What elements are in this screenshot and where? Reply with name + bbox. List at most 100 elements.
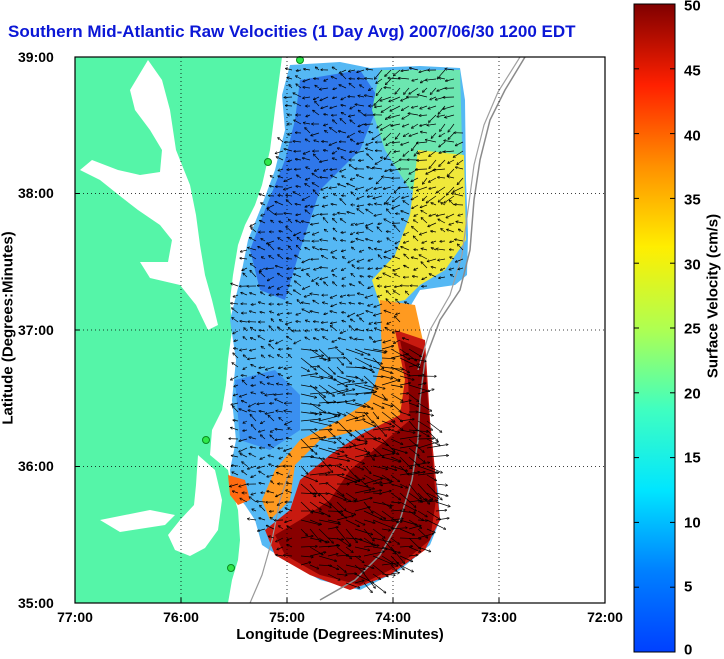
velocity-arrow [435,492,448,496]
velocity-arrow [300,546,317,547]
velocity-arrow [454,150,464,157]
velocity-arrow [354,454,368,458]
velocity-arrow [394,151,401,152]
velocity-arrow [325,230,329,233]
velocity-arrow [363,528,374,541]
velocity-arrow [300,411,317,414]
velocity-arrow [372,582,386,593]
velocity-arrow [303,158,311,161]
velocity-arrow [262,257,266,260]
velocity-arrow [345,416,364,422]
velocity-arrow [276,492,284,497]
velocity-arrow [279,367,284,368]
velocity-arrow [385,69,392,76]
velocity-arrow [414,250,419,251]
velocity-arrow [284,213,293,214]
y-tick-label: 39:00 [18,49,54,65]
velocity-arrow [327,389,348,395]
velocity-arrow [233,330,239,334]
velocity-arrow [409,132,419,136]
velocity-arrow [313,110,320,116]
velocity-arrow [357,195,365,199]
velocity-arrow [323,302,329,304]
velocity-arrow [351,178,356,180]
velocity-arrow [390,492,400,500]
velocity-arrow [381,380,400,386]
velocity-arrow [437,114,446,117]
velocity-arrow [309,501,321,510]
velocity-arrow [351,231,356,235]
velocity-arrow [270,403,275,404]
velocity-arrow [289,219,293,224]
velocity-arrow [288,237,293,242]
colorbar-tick-label: 50 [684,0,701,15]
velocity-arrow [374,213,383,216]
velocity-arrow [336,501,346,511]
velocity-arrow [313,231,320,235]
velocity-arrow [331,77,338,80]
velocity-arrow [309,366,319,367]
shelf-contour-2 [417,57,521,371]
velocity-arrow [310,311,320,314]
velocity-arrow [251,228,257,233]
velocity-arrow [327,456,349,461]
velocity-arrow [309,392,328,395]
velocity-arrow [300,562,311,566]
velocity-arrow [336,564,346,572]
velocity-arrow [345,501,355,502]
velocity-arrow [417,534,433,539]
velocity-arrow [399,510,415,513]
velocity-arrow [391,159,401,165]
velocity-arrow [408,483,421,499]
velocity-arrow [313,190,320,197]
velocity-arrow [309,493,328,494]
colorbar-ticks [634,3,675,653]
velocity-arrow [243,430,248,431]
velocity-arrow [278,255,284,260]
velocity-arrow [417,429,429,436]
velocity-arrow [306,115,311,117]
velocity-arrow [259,518,266,521]
velocity-arrow [358,79,365,80]
colorbar-tick-label: 0 [684,641,693,659]
velocity-arrow [381,420,391,424]
velocity-arrow [318,348,330,359]
velocity-arrow [331,204,338,205]
velocity-arrow [384,186,392,189]
velocity-arrow [327,554,338,557]
velocity-arrow [404,87,410,94]
velocity-arrow [345,357,351,364]
velocity-arrow [340,330,347,333]
velocity-arrow [399,546,412,547]
velocity-arrow [366,186,374,191]
velocity-arrow [345,429,360,441]
x-tick-label: 77:00 [57,609,93,625]
velocity-arrow [269,256,275,260]
velocity-arrow [374,303,383,307]
velocity-arrow [334,238,338,242]
velocity-arrow [285,519,293,522]
velocity-arrow [399,528,414,535]
velocity-arrow [410,68,419,71]
velocity-arrow [348,258,356,263]
velocity-arrow [267,491,275,494]
velocity-arrow [429,159,437,168]
velocity-arrow [351,222,356,225]
velocity-arrow [284,149,293,152]
velocity-arrow [372,537,391,542]
velocity-arrow [345,383,367,386]
velocity-arrow [296,76,302,80]
velocity-arrow [417,402,432,411]
velocity-arrow [249,437,257,440]
velocity-arrow [399,445,418,449]
velocity-arrow [404,240,410,243]
velocity-arrow [341,105,347,106]
velocity-arrow [349,165,356,170]
velocity-arrow [431,132,437,138]
velocity-arrow [426,510,440,520]
velocity-arrow [233,420,239,421]
velocity-arrow [243,366,248,369]
velocity-arrow [435,501,450,507]
velocity-arrow [359,160,365,161]
velocity-arrow [240,454,248,458]
